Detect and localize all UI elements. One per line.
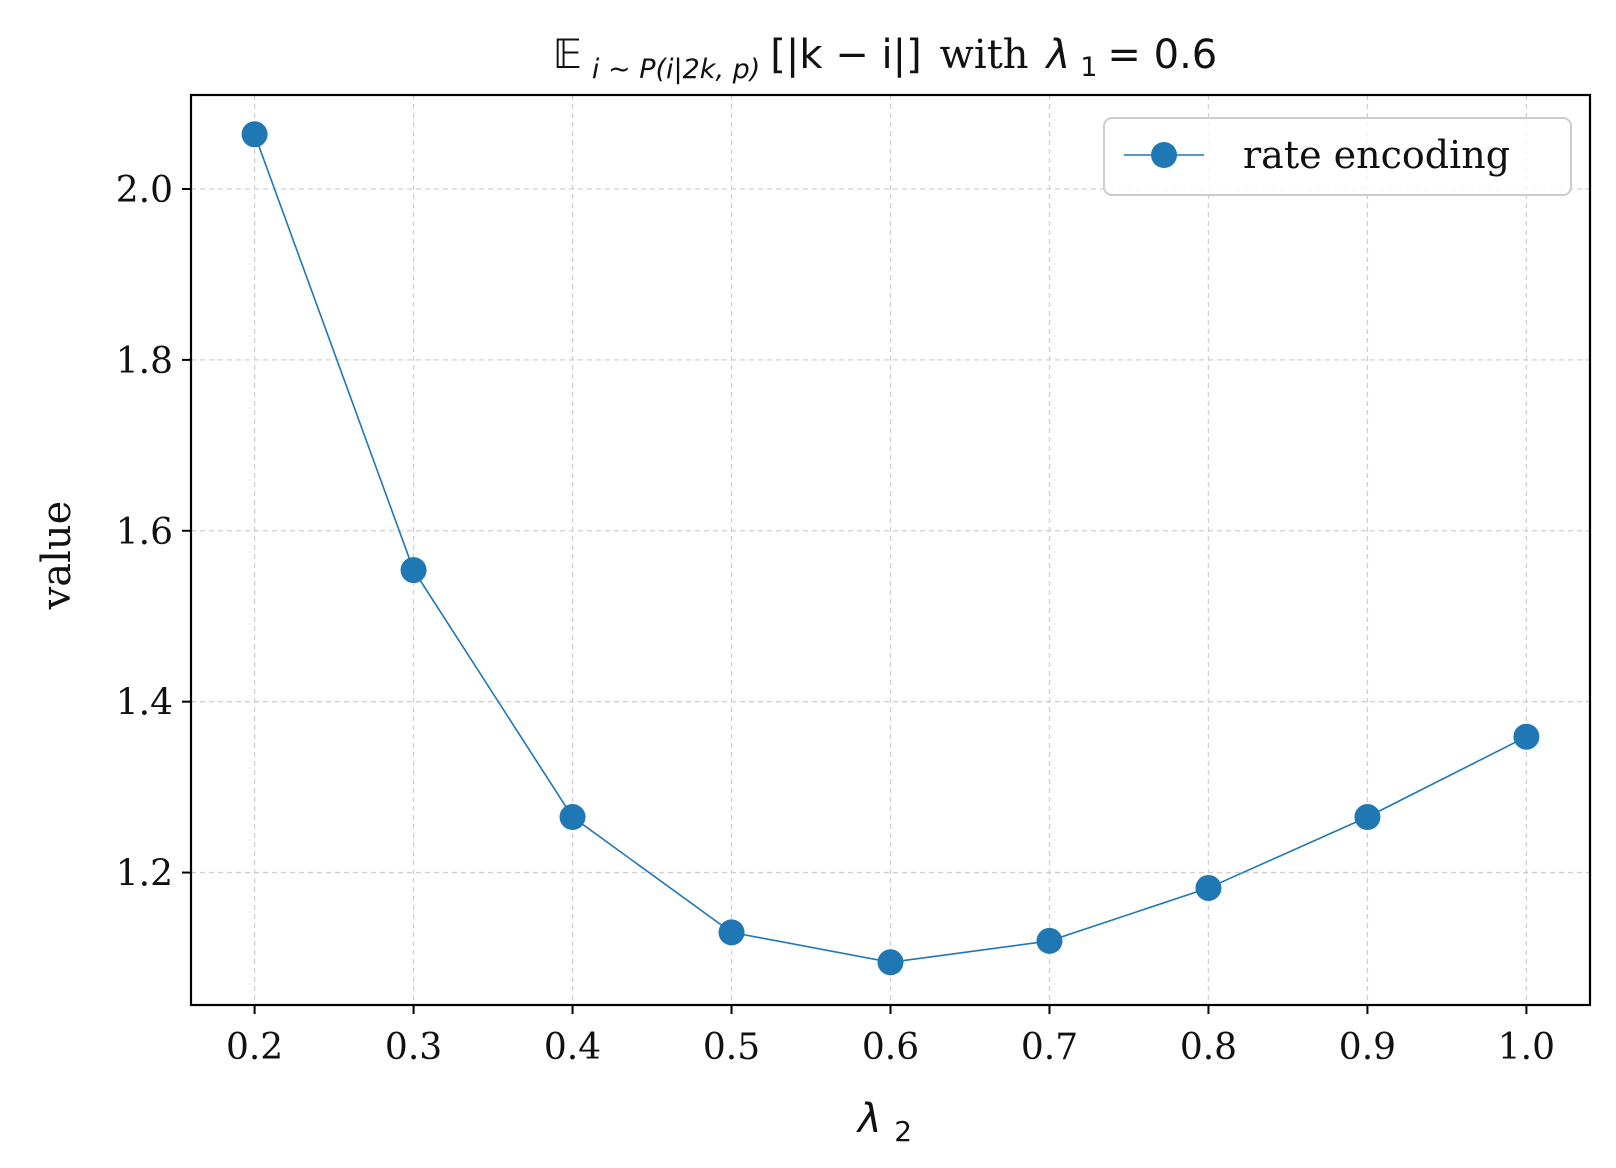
- data-point-0.2: [241, 121, 268, 148]
- x-tick-label: 0.9: [1339, 1027, 1396, 1068]
- chart-title: 𝔼 i ∼ P(i|2k, p) [|k − i|] with λ 1 = 0.…: [553, 32, 1218, 87]
- title-lambda: λ: [1045, 32, 1071, 78]
- x-axis-label-symbol: λ: [856, 1096, 882, 1142]
- x-tick-label: 0.6: [862, 1027, 919, 1068]
- x-tick-label: 0.4: [544, 1027, 601, 1068]
- axis-ticks: 0.2 0.3 0.4 0.5 0.6 0.7 0.8 0.9 1.0 1.2 1.4 1.6 1.8 2…: [116, 170, 1555, 1068]
- series-layer: [241, 121, 1540, 976]
- x-tick-label: 0.7: [1021, 1027, 1078, 1068]
- title-condition-value: = 0.6: [1107, 32, 1217, 78]
- x-axis-label: λ 2: [856, 1096, 912, 1148]
- title-expectation-symbol: 𝔼: [553, 32, 582, 78]
- data-point-0.8: [1195, 874, 1222, 901]
- data-point-0.5: [718, 919, 745, 946]
- data-point-0.9: [1354, 804, 1381, 831]
- x-tick-label: 0.3: [385, 1027, 442, 1068]
- legend-label: rate encoding: [1243, 133, 1510, 177]
- data-point-1: [1513, 723, 1540, 750]
- grid: [191, 95, 1590, 1005]
- data-point-0.6: [877, 949, 904, 976]
- title-expression: [|k − i|]: [770, 32, 921, 78]
- data-point-0.3: [400, 557, 427, 584]
- data-point-0.7: [1036, 927, 1063, 954]
- y-tick-label: 1.2: [116, 854, 173, 895]
- title-connector: with: [940, 32, 1029, 78]
- y-tick-label: 1.8: [116, 341, 173, 382]
- title-subscript: i ∼ P(i|2k, p): [592, 54, 760, 85]
- data-point-0.4: [559, 804, 586, 831]
- x-axis-label-subscript: 2: [894, 1115, 912, 1148]
- legend-marker-swatch: [1151, 142, 1177, 168]
- x-tick-label: 0.2: [226, 1027, 283, 1068]
- title-lambda-subscript: 1: [1080, 52, 1097, 83]
- legend-box: [1103, 117, 1572, 196]
- legend: rate encoding: [1103, 117, 1572, 196]
- x-tick-label: 0.8: [1180, 1027, 1237, 1068]
- x-tick-label: 1.0: [1498, 1027, 1555, 1068]
- y-tick-label: 2.0: [116, 170, 173, 211]
- y-tick-label: 1.4: [116, 683, 173, 724]
- y-tick-label: 1.6: [116, 512, 173, 553]
- y-axis-label: value: [34, 501, 80, 611]
- x-tick-label: 0.5: [703, 1027, 760, 1068]
